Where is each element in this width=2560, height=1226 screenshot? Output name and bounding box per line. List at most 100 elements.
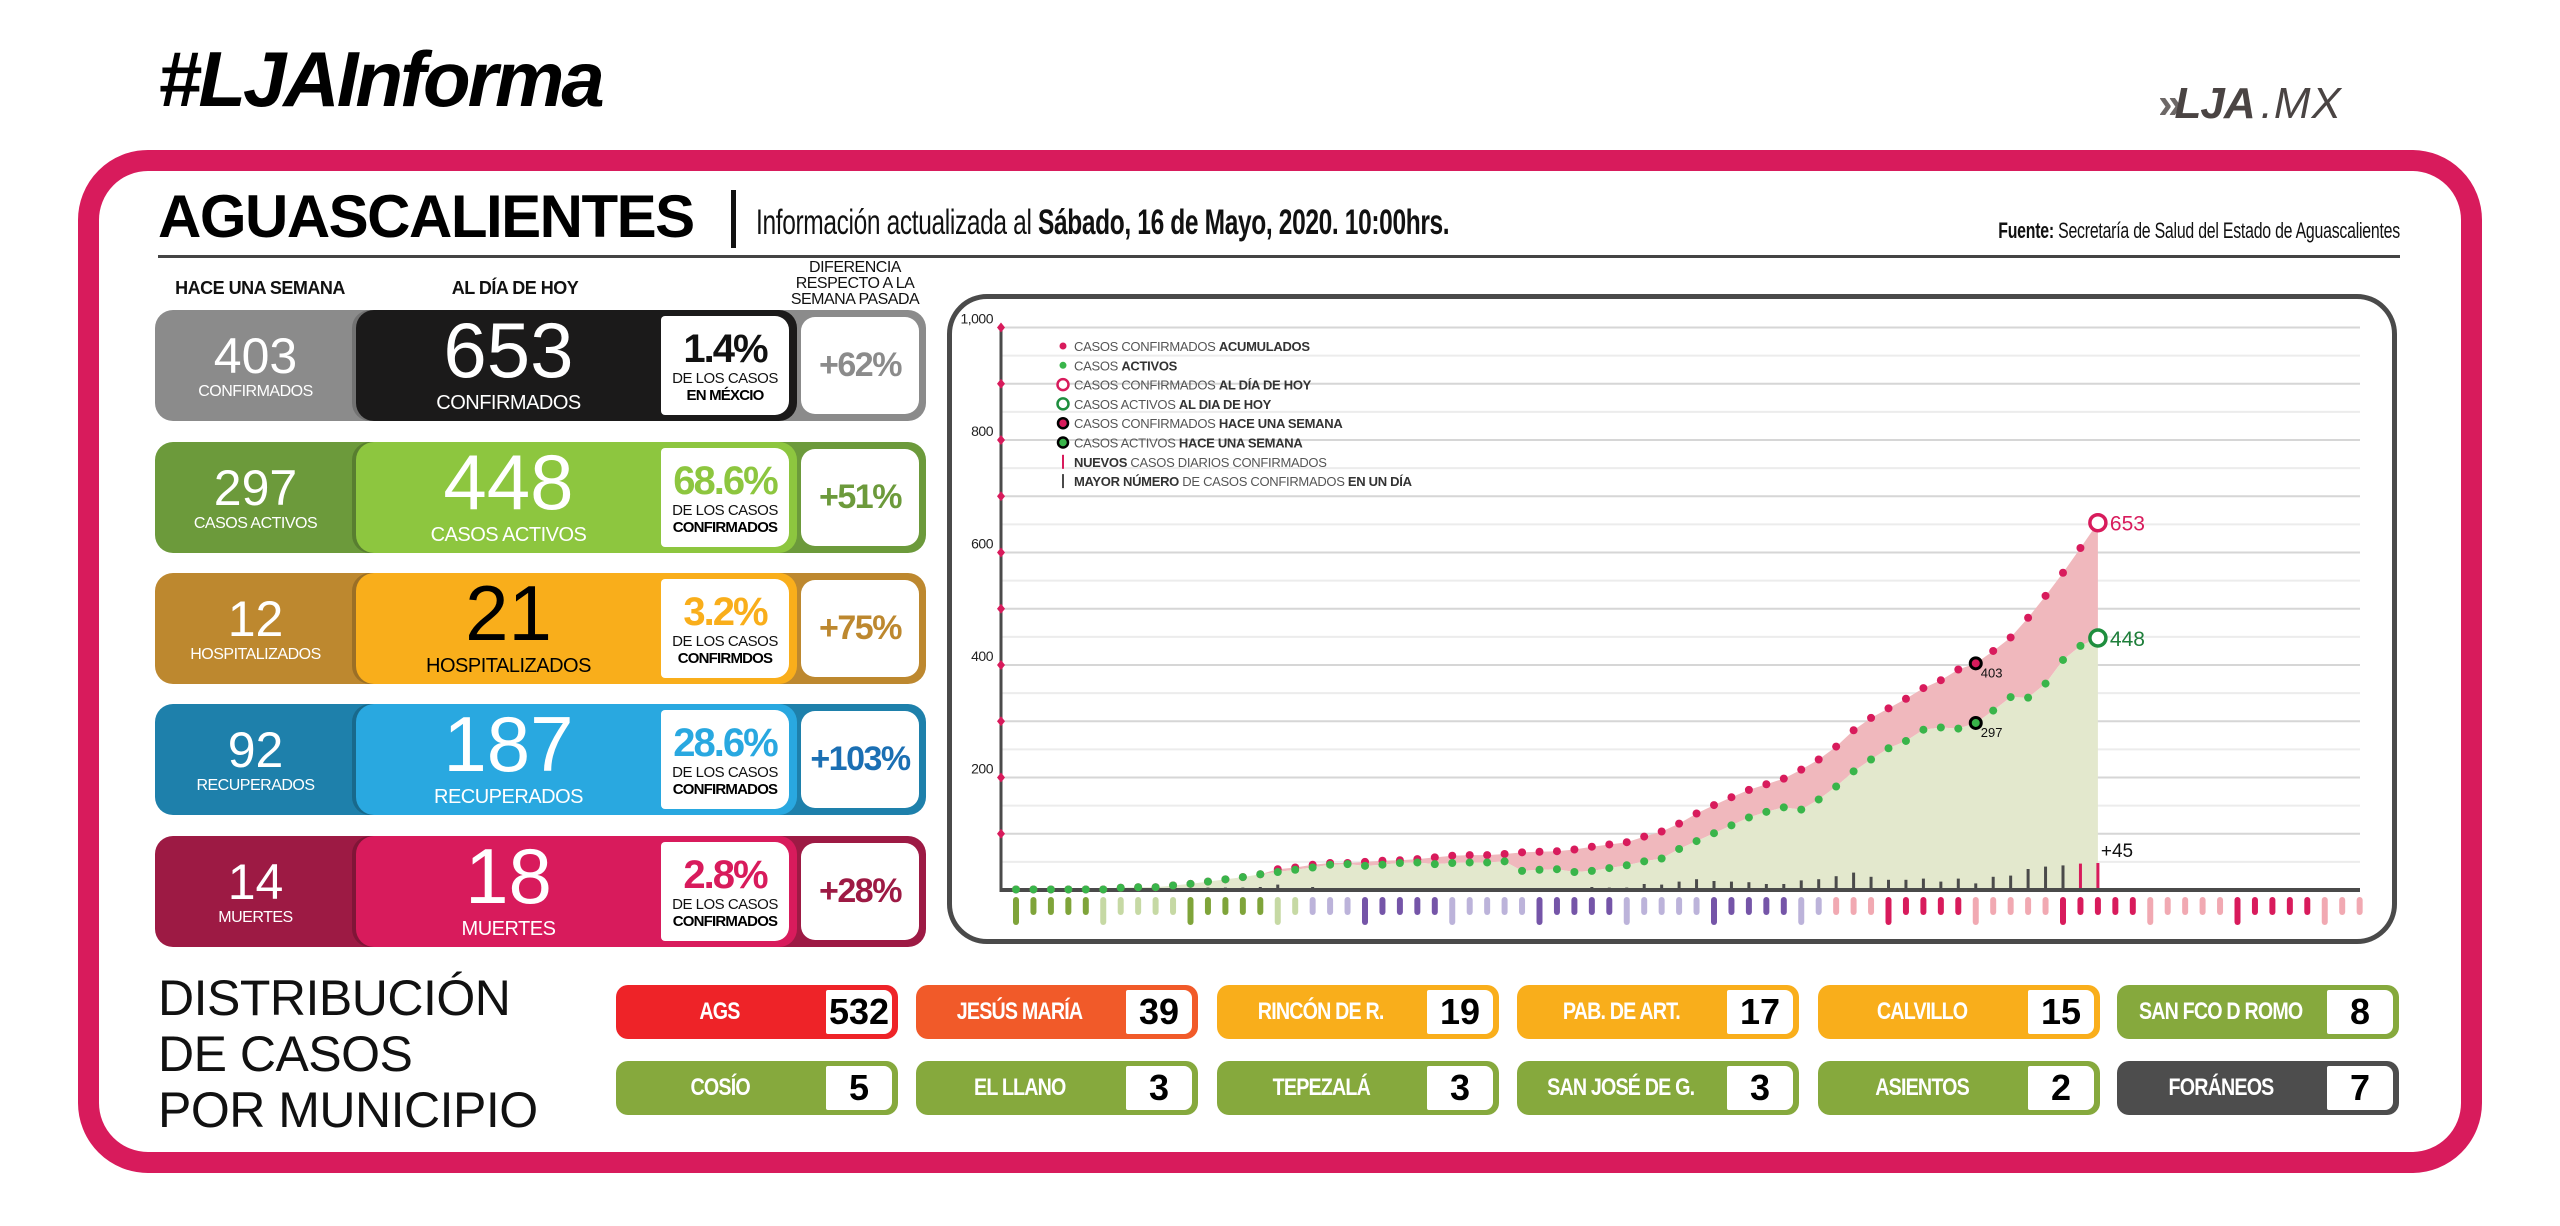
confirmed-point [1832,742,1841,751]
municipio-name: SAN JOSÉ DE G. [1547,1074,1695,1101]
today-block: 448 CASOS ACTIVOS 68.6% DE LOS CASOS CONFIRM… [356,442,797,553]
active-point [2059,655,2067,664]
confirmed-point [1692,809,1701,818]
active-point [1395,859,1404,867]
today-block: 653 CONFIRMADOS 1.4% DE LOS CASOS EN MÉXCIO [356,310,797,421]
active-point [1779,803,1788,812]
stat-row-recuperados: 92 RECUPERADOS 187 RECUPERADOS 28.6% DE LOS C… [155,704,926,815]
active-point [1919,725,1928,734]
percentage-sub-bold: CONFIRMADOS [672,780,778,798]
percentage-box: 2.8% DE LOS CASOS CONFIRMADOS [661,842,789,941]
municipio-badge: PAB. DE ART. 17 [1517,985,1799,1039]
percentage-box: 68.6% DE LOS CASOS CONFIRMADOS [661,448,789,547]
confirmed-point [1779,774,1788,783]
legend-label-part: ACUMULADOS [1219,339,1311,354]
today-value: 21 [465,569,552,657]
active-point [1518,866,1527,875]
week-ago-label: MUERTES [218,909,293,926]
confirmed-point [1744,785,1753,794]
percentage-box: 1.4% DE LOS CASOS EN MÉXCIO [661,316,789,415]
week-ago-value: 12 [227,591,284,647]
municipio-badge: COSÍO 5 [616,1061,898,1115]
active-area [1016,638,2098,890]
y-tick-label: 200 [971,761,994,777]
municipio-count: 5 [826,1066,892,1110]
active-point [1291,865,1300,874]
active-point [1203,877,1212,886]
active-point [2076,641,2085,650]
distribution-title-line: DE CASOS [158,1026,413,1082]
active-point [1762,807,1771,816]
legend-label: CASOS CONFIRMADOS ACUMULADOS [1074,339,1310,354]
today-value: 653 [443,306,574,394]
legend-label-part: CASOS CONFIRMADOS [1074,339,1219,354]
week-diff-value: +75% [801,580,919,677]
y-tick-label: 800 [971,423,994,439]
percentage-sub: DE LOS CASOS [672,895,778,913]
percentage-sub: DE LOS CASOS [672,369,778,387]
week-ago-label: CONFIRMADOS [198,383,313,400]
legend-label-part: NUEVOS [1074,455,1128,470]
active-point [1064,885,1073,894]
active-point [1099,885,1108,894]
confirmed-point [1797,765,1806,774]
update-date: Sábado, 16 de Mayo, 2020. 10:00hrs. [1037,203,1450,242]
week-ago-label: HOSPITALIZADOS [190,646,321,663]
municipio-name: CALVILLO [1876,998,1968,1025]
percentage-sub-bold: CONFIRMDOS [677,649,773,667]
legend-ring-icon [1056,377,1070,392]
municipio-name-box: ASIENTOS [1822,1061,2022,1115]
week-active-label: 297 [1981,725,2003,740]
confirmed-point [1867,713,1876,722]
percentage-sub-bold: EN MÉXCIO [686,386,765,404]
active-point [1483,858,1492,867]
logo-lja: LJA [2174,79,2255,128]
active-point [1849,767,1858,776]
confirmed-point [2041,591,2050,600]
percentage-sub-bold: CONFIRMADOS [672,518,778,536]
active-point [2024,693,2033,702]
municipio-badge: EL LLANO 3 [916,1061,1198,1115]
active-point [1134,883,1143,892]
y-tick-marker [997,828,1005,839]
active-point [1413,858,1422,867]
distribution-title-line: POR MUNICIPIO [158,1082,538,1138]
municipio-name: EL LLANO [974,1074,1066,1101]
confirmed-point [1640,832,1649,841]
week-ago-value: 297 [213,460,298,516]
active-point [1430,860,1439,869]
confirmed-point [1849,726,1858,735]
y-tick-marker [997,322,1005,333]
confirmed-week-ago-marker [1968,656,1983,671]
active-point [1012,885,1020,894]
lja-mx-logo: » LJA .MX [2158,79,2342,128]
active-point [1727,821,1736,830]
active-point [1605,864,1614,873]
today-value: 18 [465,832,552,920]
legend-label-part: AL DIA DE HOY [1179,397,1272,412]
confirmed-point [1465,851,1474,860]
municipio-badge: TEPEZALÁ 3 [1217,1061,1499,1115]
week-ago-block: 403 CONFIRMADOS [155,310,356,421]
legend-label: CASOS ACTIVOS [1074,358,1178,373]
week-ago-value: 403 [213,328,298,384]
municipio-badge: ASIENTOS 2 [1818,1061,2100,1115]
confirmed-point [1884,704,1893,713]
confirmed-point [1710,801,1718,810]
confirmed-point [2059,568,2067,577]
percentage-box: 3.2% DE LOS CASOS CONFIRMDOS [661,579,789,678]
active-point [1692,837,1701,846]
page-title: AGUASCALIENTES [158,183,695,250]
legend-label: MAYOR NÚMERO DE CASOS CONFIRMADOS EN UN … [1074,474,1413,489]
municipio-count: 8 [2327,990,2393,1034]
column-header-week: HACE UNA SEMANA [175,278,345,298]
active-point [1465,858,1474,867]
municipio-name: AGS [699,998,741,1025]
active-point [1744,813,1753,822]
confirmed-point [1587,842,1596,851]
legend-label: CASOS ACTIVOS AL DIA DE HOY [1074,397,1272,412]
stat-row-hospitalizados: 12 HOSPITALIZADOS 21 HOSPITALIZADOS 3.2% DE L… [155,573,926,684]
week-ago-value: 92 [227,722,284,778]
active-point [1151,883,1160,892]
legend-label: CASOS CONFIRMADOS AL DÍA DE HOY [1074,378,1312,393]
